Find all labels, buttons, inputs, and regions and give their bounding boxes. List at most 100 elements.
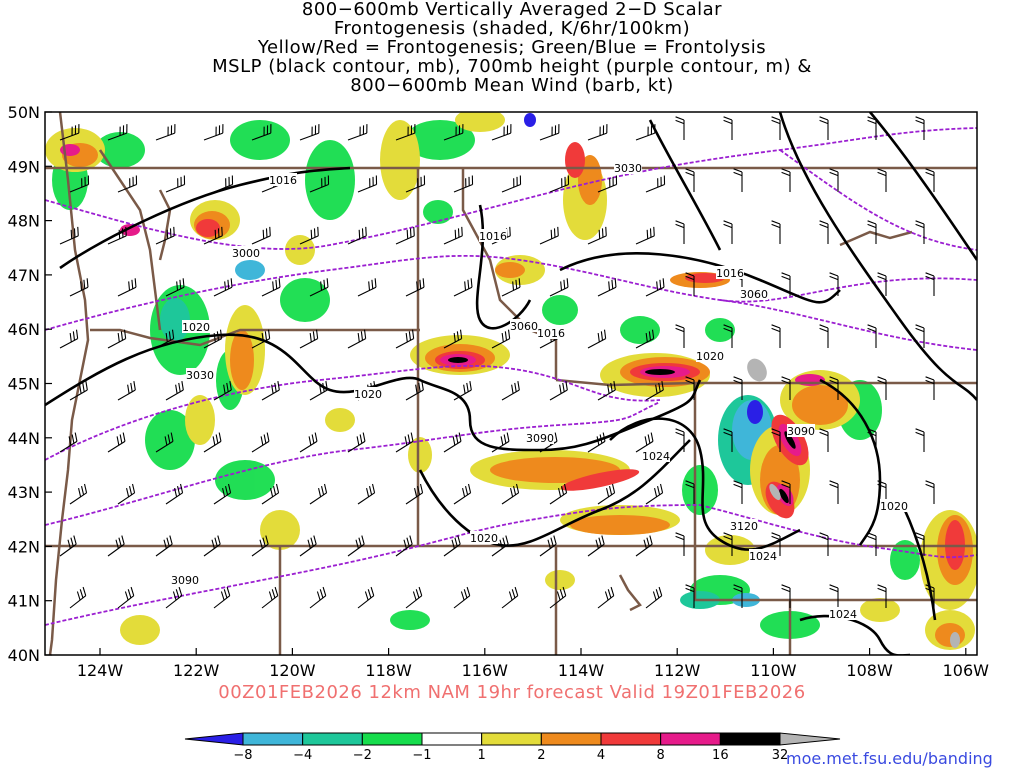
barb-feather [85, 381, 88, 391]
barb-staff [309, 595, 327, 609]
barb-staff [299, 338, 318, 349]
barb-staff [395, 235, 415, 245]
barb-staff [645, 595, 663, 609]
barb-feather [829, 168, 839, 173]
mslp-label-bg [716, 266, 744, 279]
barb-feather [658, 382, 661, 392]
barb-feather [771, 535, 781, 541]
barb-feather [563, 483, 568, 493]
barb-feather [452, 436, 456, 446]
barb-feather [685, 168, 695, 173]
barb-feather [601, 228, 604, 238]
barb-feather [467, 279, 470, 289]
barb-feather [464, 281, 467, 291]
barb-feather [361, 228, 364, 238]
barb-feather [915, 431, 925, 437]
barb-staff [597, 389, 616, 401]
barb-feather [602, 432, 606, 442]
barb-staff [117, 595, 135, 609]
barb-feather [131, 483, 136, 493]
map-title: 800−600mb Vertically Averaged 2−D Scalar… [0, 0, 1024, 95]
barb-feather [867, 431, 877, 437]
barb-feather [69, 332, 72, 343]
barb-feather [608, 281, 611, 291]
barb-feather [270, 487, 274, 497]
barb-staff [395, 338, 414, 349]
barb-feather [558, 487, 562, 497]
barb-feather [645, 332, 648, 343]
barb-feather [268, 591, 273, 601]
lat-label: 46N [8, 320, 40, 339]
height-label: 3060 [740, 288, 768, 301]
barb-feather [675, 428, 685, 433]
barb-feather [566, 278, 569, 288]
barb-feather [265, 535, 269, 545]
barb-feather [550, 229, 553, 239]
barb-staff [117, 492, 135, 505]
barb-feather [877, 168, 887, 173]
barb-feather [225, 485, 229, 495]
height-label-bg [526, 431, 554, 444]
barb-feather [867, 119, 877, 125]
barb-feather [366, 487, 370, 497]
barb-feather [320, 281, 323, 291]
lat-label: 44N [8, 429, 40, 448]
barb-feather [781, 379, 791, 385]
colorbar-segment [302, 732, 363, 746]
height-label-bg [186, 368, 214, 381]
lon-label: 112W [654, 661, 701, 680]
lon-label: 106W [943, 661, 990, 680]
barb-feather [733, 379, 743, 385]
barb-feather [355, 539, 359, 549]
barb-feather [79, 384, 82, 394]
barb-feather [877, 480, 887, 485]
barb-staff [165, 183, 185, 193]
barb-feather [598, 537, 602, 547]
barb-feather [179, 279, 182, 289]
barb-feather [925, 584, 935, 589]
barb-feather [326, 278, 329, 288]
barb-feather [369, 485, 373, 495]
barb-feather [554, 432, 558, 442]
barb-feather [515, 483, 520, 493]
height-label: 3090 [526, 432, 554, 445]
barb-staff [155, 132, 175, 141]
lon-label: 118W [365, 661, 412, 680]
height-label: 3120 [730, 520, 758, 533]
barb-feather [781, 480, 791, 485]
barb-feather [371, 279, 374, 289]
barb-staff [59, 338, 78, 349]
barb-feather [606, 487, 610, 497]
barb-feather [877, 483, 887, 489]
barb-feather [361, 535, 365, 545]
barb-feather [465, 485, 469, 495]
barb-feather [675, 327, 685, 333]
barb-staff [203, 132, 223, 141]
barb-feather [685, 584, 695, 589]
barb-staff [635, 235, 655, 245]
barb-feather [457, 228, 460, 238]
barb-feather [175, 589, 180, 599]
barb-feather [82, 586, 87, 596]
barb-feather [124, 591, 129, 601]
lat-label: 41N [8, 592, 40, 611]
barb-staff [405, 286, 425, 297]
lon-label: 110W [750, 661, 797, 680]
barb-feather [134, 278, 137, 288]
barb-feather [315, 329, 319, 339]
lon-label: 120W [269, 661, 316, 680]
barb-feather [179, 483, 184, 493]
barb-feather [364, 591, 369, 601]
mslp-label-bg [642, 449, 670, 462]
barb-feather [829, 376, 839, 381]
height-label-bg [614, 161, 642, 174]
barb-feather [453, 332, 456, 343]
credit-link[interactable]: moe.met.fsu.edu/banding [786, 749, 993, 768]
barb-staff [347, 338, 366, 349]
barb-feather [659, 483, 664, 493]
barb-feather [601, 535, 605, 545]
title-line-5: 800−600mb Mean Wind (barb, kt) [350, 75, 674, 96]
barb-feather [164, 436, 168, 446]
barb-staff [539, 132, 559, 141]
barb-feather [925, 171, 935, 177]
